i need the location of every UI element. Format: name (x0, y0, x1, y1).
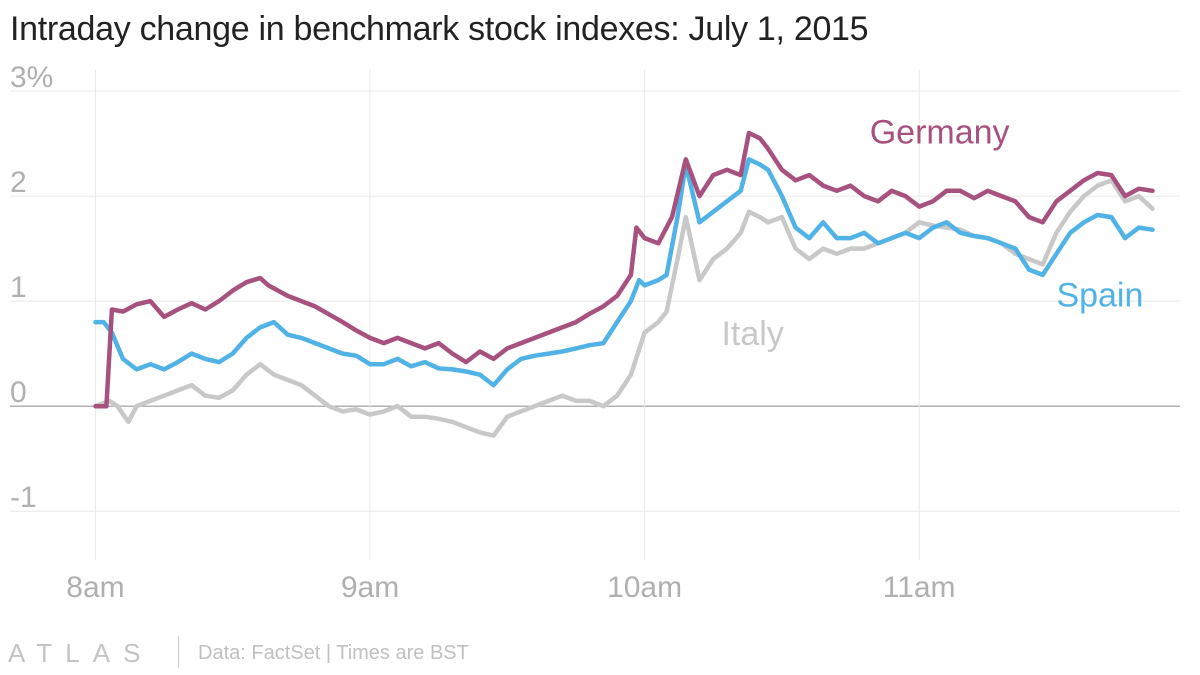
x-tick-label: 11am (883, 571, 956, 604)
chart-title: Intraday change in benchmark stock index… (10, 10, 869, 48)
x-tick-label: 10am (607, 571, 682, 604)
y-gridlines (10, 90, 1180, 512)
series-line-spain (93, 157, 1155, 388)
series-label-spain: Spain (1056, 276, 1143, 314)
series-label-italy: Italy (721, 315, 783, 353)
source-note: Data: FactSet | Times are BST (198, 642, 469, 664)
footer: ATLAS Data: FactSet | Times are BST (0, 630, 1200, 674)
y-tick-label: 3% (10, 61, 53, 94)
y-tick-label: 1 (10, 271, 27, 304)
y-tick-label: -1 (10, 481, 37, 514)
x-gridlines (94, 70, 920, 560)
x-tick-label: 9am (341, 571, 399, 604)
y-tick-label: 2 (10, 166, 27, 199)
atlas-logo: ATLAS (8, 638, 154, 668)
y-tick-label: 0 (10, 376, 27, 409)
x-tick-labels: 8am 9am 10am 11am (66, 571, 955, 604)
y-tick-labels: 3% 2 1 0 -1 (10, 61, 53, 514)
x-tick-label: 8am (66, 571, 124, 604)
series-line-germany (93, 130, 1155, 409)
series-labels: Germany Spain Italy (721, 114, 1143, 354)
series-lines (93, 130, 1155, 438)
footer-divider (178, 636, 179, 668)
series-label-germany: Germany (870, 114, 1010, 152)
